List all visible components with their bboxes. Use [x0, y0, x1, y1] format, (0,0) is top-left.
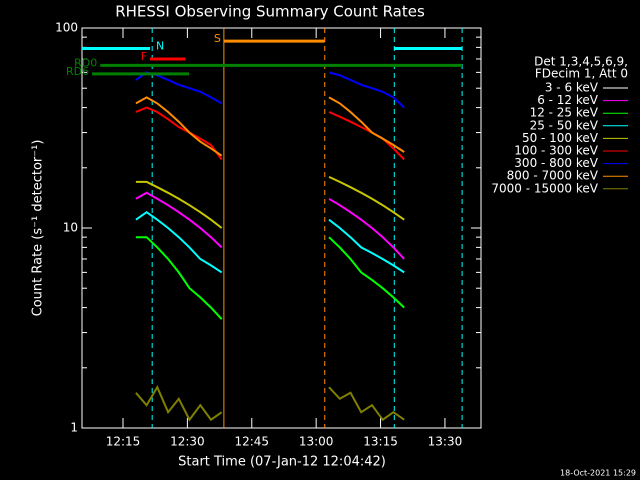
legend-header: FDecim 1, Att 0	[535, 67, 628, 81]
legend-label: 6 - 12 keV	[537, 93, 599, 107]
series-line	[135, 385, 405, 422]
y-tick-label: 100	[55, 21, 78, 35]
flag-label: RD0	[74, 56, 97, 69]
legend-label: 800 - 7000 keV	[507, 169, 599, 183]
legend-label: 25 - 50 keV	[530, 118, 599, 132]
y-tick-label: 1	[70, 421, 78, 435]
x-tick-label: 12:15	[106, 435, 141, 449]
legend-label: 300 - 800 keV	[514, 156, 598, 170]
series-line	[135, 191, 405, 260]
plot-frame	[81, 27, 482, 429]
flag-label: N	[156, 39, 164, 52]
y-axis-label: Count Rate (s⁻¹ detector⁻¹)	[31, 140, 46, 317]
x-tick-label: 13:00	[299, 435, 334, 449]
series-line	[135, 175, 405, 229]
y-tick-label: 10	[63, 221, 78, 235]
footer-date: 18-Oct-2021 15:29	[560, 469, 636, 478]
series-line	[135, 120, 405, 200]
flag-label: RD6	[66, 65, 89, 78]
x-axis-label: Start Time (07-Jan-12 12:04:42)	[178, 455, 386, 470]
series-line	[135, 210, 405, 274]
flag-label: F	[141, 50, 147, 63]
x-tick-label: 12:30	[170, 435, 205, 449]
x-tick-label: 13:30	[428, 435, 463, 449]
legend-label: 7000 - 15000 keV	[491, 181, 598, 195]
legend-label: 12 - 25 keV	[530, 106, 599, 120]
chart-title: RHESSI Observing Summary Count Rates	[115, 3, 425, 21]
series-line	[135, 96, 405, 157]
legend-header: Det 1,3,4,5,6,9,	[534, 55, 628, 69]
legend-label: 100 - 300 keV	[514, 144, 598, 158]
legend-label: 50 - 100 keV	[522, 131, 599, 145]
x-tick-label: 13:15	[363, 435, 398, 449]
series-line	[135, 236, 405, 320]
series-line	[135, 106, 405, 161]
series-line	[135, 71, 405, 109]
x-tick-label: 12:45	[234, 435, 269, 449]
flag-label: S	[214, 32, 221, 45]
legend-label: 3 - 6 keV	[545, 81, 599, 95]
